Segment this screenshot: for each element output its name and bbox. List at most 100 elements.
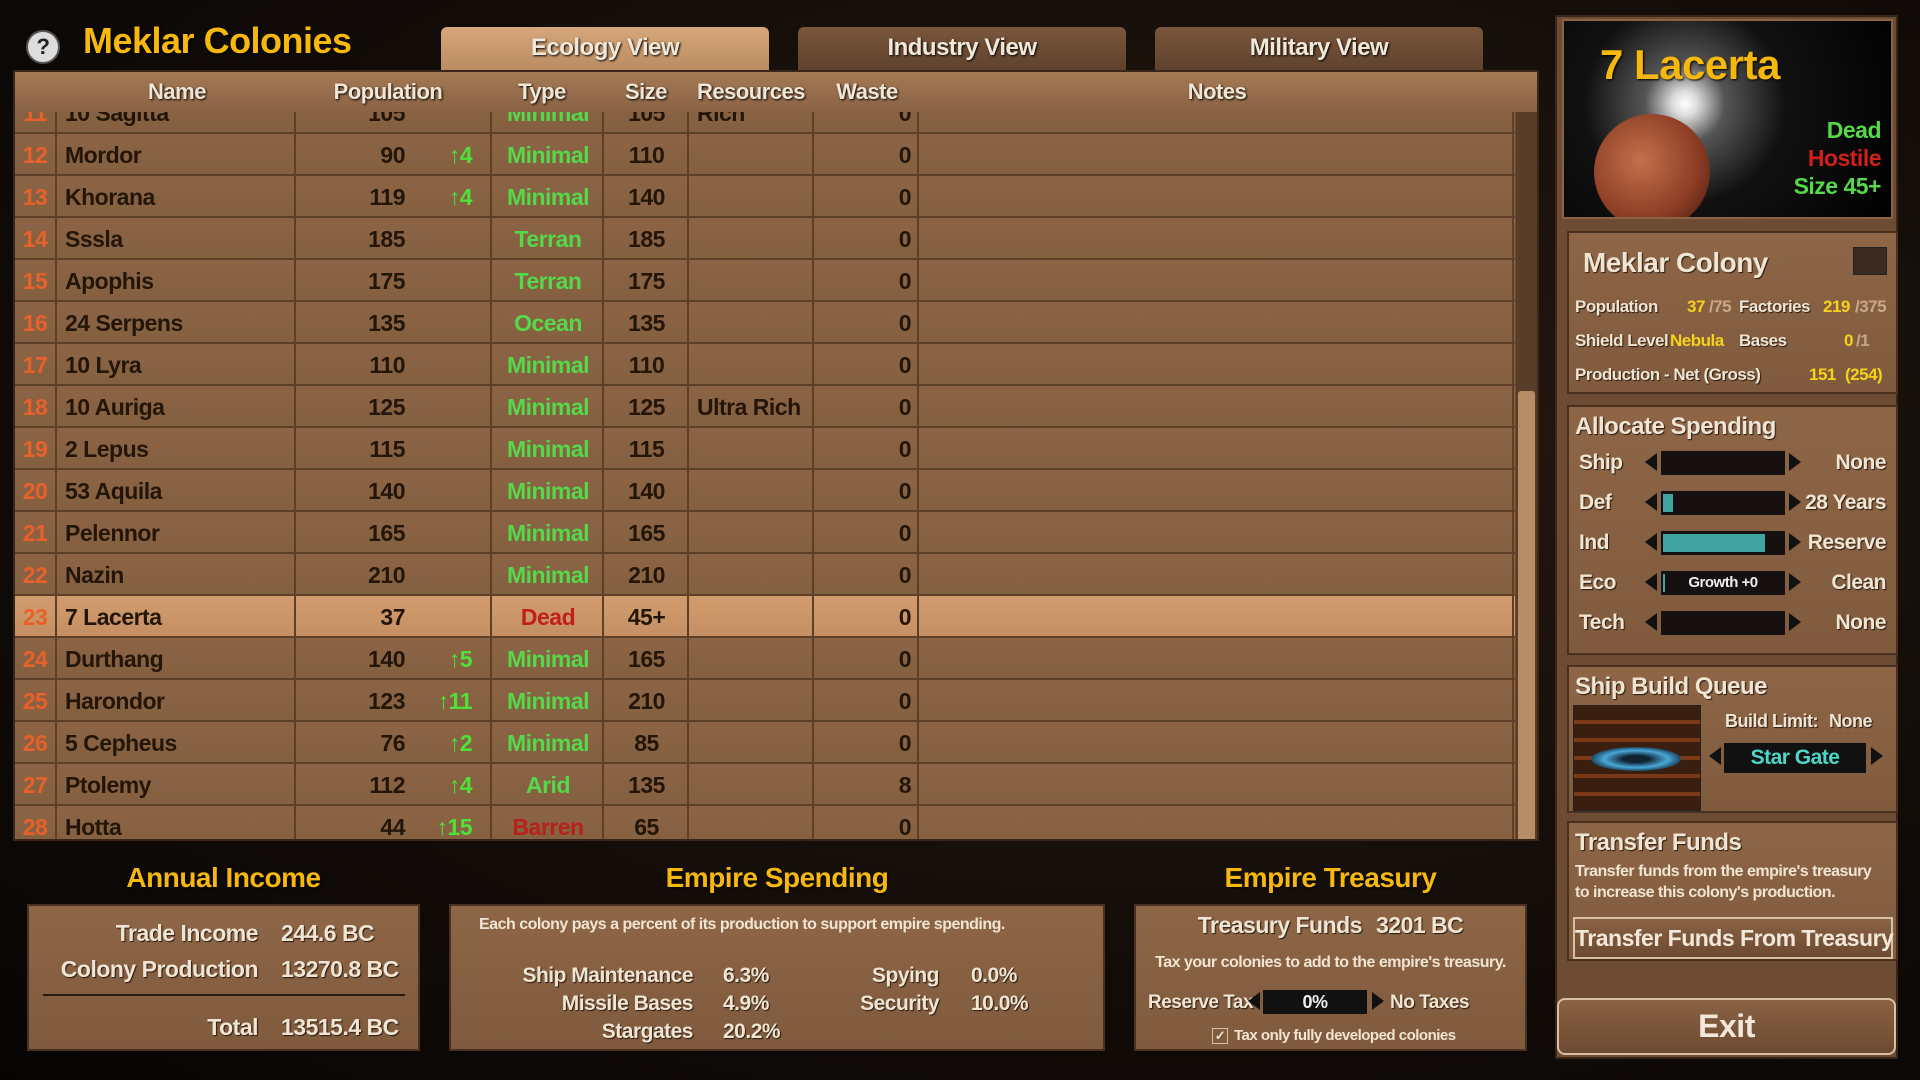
info-label: Factories: [1739, 297, 1811, 316]
colony-name: 10 Lyra: [65, 352, 142, 378]
table-row[interactable]: 28 Hotta 44 ↑15 Barren 65 0: [15, 806, 1515, 839]
resources: Rich: [697, 112, 745, 126]
planet-type: Dead: [520, 604, 576, 630]
column-header[interactable]: Notes: [1187, 79, 1247, 104]
cell-border: [296, 470, 492, 512]
build-limit[interactable]: None: [1829, 711, 1873, 731]
spending-bar[interactable]: [1661, 611, 1785, 635]
transfer-button[interactable]: Transfer Funds From Treasury: [1573, 917, 1894, 959]
cell-border: [57, 764, 296, 806]
arrow-left[interactable]: [1709, 747, 1721, 765]
table-row[interactable]: 16 24 Serpens 135 Ocean 135 0: [15, 302, 1515, 344]
scroll-thumb[interactable]: [1518, 391, 1535, 839]
table-row[interactable]: 11 10 Sagitta 105 Minimal 105 Rich 0: [15, 112, 1515, 134]
arrow-left[interactable]: [1645, 493, 1657, 511]
cell-border: [296, 302, 492, 344]
arrow-left[interactable]: [1248, 992, 1260, 1010]
column-header[interactable]: Type: [518, 79, 566, 104]
spending-bar[interactable]: [1661, 491, 1785, 515]
cell-border: [689, 260, 814, 302]
allocate-panel: Allocate Spending Ship None Def 28 Years Ind R…: [1567, 405, 1898, 655]
colony-name: Ptolemy: [65, 772, 151, 798]
cell-border: [689, 554, 814, 596]
row-number: 12: [22, 142, 48, 168]
cell-border: [492, 638, 604, 680]
ship-selector[interactable]: Star Gate: [1724, 743, 1866, 773]
table-row[interactable]: 20 53 Aquila 140 Minimal 140 0: [15, 470, 1515, 512]
population: 76: [380, 730, 405, 756]
table-row[interactable]: 27 Ptolemy 112 ↑4 Arid 135 8: [15, 764, 1515, 806]
table-row[interactable]: 25 Harondor 123 ↑11 Minimal 210 0: [15, 680, 1515, 722]
population: 135: [368, 310, 405, 336]
cell-border: [604, 806, 689, 839]
growth: ↑4: [448, 142, 473, 168]
table-row[interactable]: 14 Sssla 185 Terran 185 0: [15, 218, 1515, 260]
arrow-right[interactable]: [1789, 493, 1801, 511]
spending-value: 10.0%: [971, 992, 1029, 1015]
tab[interactable]: Ecology View: [441, 27, 769, 73]
planet-size: 185: [628, 226, 665, 252]
arrow-right[interactable]: [1871, 747, 1883, 765]
cell-border: [689, 134, 814, 176]
help-button[interactable]: ?: [26, 30, 60, 64]
column-header[interactable]: Waste: [836, 79, 898, 104]
planet-type: Terran: [514, 268, 582, 294]
arrow-right[interactable]: [1789, 573, 1801, 591]
cell-border: [57, 428, 296, 470]
tax-slider[interactable]: 0%: [1263, 990, 1367, 1014]
arrow-left[interactable]: [1645, 533, 1657, 551]
planet-status: Size 45+: [1793, 173, 1882, 199]
colony-name: Khorana: [65, 184, 155, 210]
arrow-right[interactable]: [1789, 453, 1801, 471]
growth: ↑5: [448, 646, 473, 672]
arrow-right[interactable]: [1372, 992, 1384, 1010]
cell-border: [814, 638, 919, 680]
row-number: 26: [22, 730, 48, 756]
table-row[interactable]: 24 Durthang 140 ↑5 Minimal 165 0: [15, 638, 1515, 680]
population: 105: [368, 112, 405, 126]
cell-border: [492, 428, 604, 470]
tab[interactable]: Military View: [1155, 27, 1483, 73]
checkbox-label: Tax only fully developed colonies: [1234, 1027, 1456, 1044]
spending-bar[interactable]: [1661, 531, 1785, 555]
spending-bar[interactable]: [1661, 451, 1785, 475]
spending-value: 4.9%: [723, 992, 769, 1015]
table-row[interactable]: 19 2 Lepus 115 Minimal 115 0: [15, 428, 1515, 470]
spending-bar[interactable]: Growth +0: [1661, 571, 1785, 595]
table-row[interactable]: 13 Khorana 119 ↑4 Minimal 140 0: [15, 176, 1515, 218]
arrow-left[interactable]: [1645, 453, 1657, 471]
table-row[interactable]: 22 Nazin 210 Minimal 210 0: [15, 554, 1515, 596]
table-row[interactable]: 23 7 Lacerta 37 Dead 45+ 0: [15, 596, 1515, 638]
waste: 0: [898, 268, 912, 294]
growth: ↑4: [448, 772, 473, 798]
cell-border: [814, 112, 919, 134]
planet-type: Minimal: [506, 520, 590, 546]
cell-border: [689, 806, 814, 839]
table-row[interactable]: 17 10 Lyra 110 Minimal 110 0: [15, 344, 1515, 386]
population: 123: [368, 688, 405, 714]
cell-border: [689, 512, 814, 554]
section-title: Annual Income: [126, 862, 321, 893]
arrow-right[interactable]: [1789, 533, 1801, 551]
arrow-left[interactable]: [1645, 573, 1657, 591]
table-row[interactable]: 12 Mordor 90 ↑4 Minimal 110 0: [15, 134, 1515, 176]
cell-border: [919, 344, 1514, 386]
row-number: 19: [22, 436, 48, 462]
exit-button[interactable]: Exit: [1557, 998, 1896, 1055]
population: 119: [369, 184, 405, 210]
arrow-left[interactable]: [1645, 613, 1657, 631]
checkbox[interactable]: ✓: [1212, 1028, 1228, 1044]
column-header[interactable]: Population: [333, 79, 443, 104]
arrow-right[interactable]: [1789, 613, 1801, 631]
column-header[interactable]: Name: [148, 79, 206, 104]
ship-portal: [1591, 747, 1681, 771]
cell-border: [492, 176, 604, 218]
table-row[interactable]: 26 5 Cepheus 76 ↑2 Minimal 85 0: [15, 722, 1515, 764]
table-row[interactable]: 18 10 Auriga 125 Minimal 125 Ultra Rich 0: [15, 386, 1515, 428]
table-row[interactable]: 21 Pelennor 165 Minimal 165 0: [15, 512, 1515, 554]
column-header[interactable]: Size: [624, 79, 668, 104]
column-header[interactable]: Resources: [696, 79, 806, 104]
tab[interactable]: Industry View: [798, 27, 1126, 73]
table-row[interactable]: 15 Apophis 175 Terran 175 0: [15, 260, 1515, 302]
cell-border: [814, 554, 919, 596]
